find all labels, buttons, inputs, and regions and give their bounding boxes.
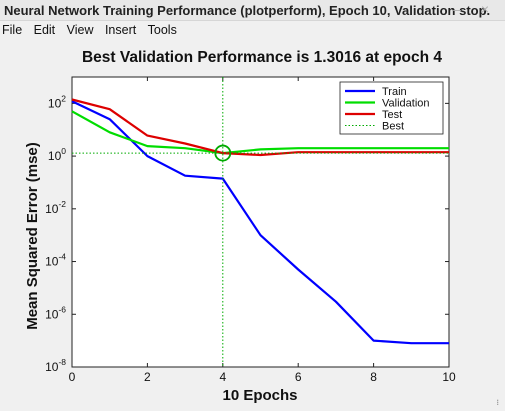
x-tick-label: 6 — [295, 370, 302, 384]
menu-insert[interactable]: Insert — [104, 23, 137, 37]
x-tick-label: 2 — [144, 370, 151, 384]
menu-file[interactable]: File — [2, 23, 23, 37]
legend-label-train: Train — [382, 86, 407, 98]
x-tick-label: 10 — [442, 370, 456, 384]
series-line-train — [71, 100, 449, 345]
close-icon[interactable]: × — [480, 1, 497, 17]
x-tick-label: 8 — [370, 370, 377, 384]
menu-tools[interactable]: Tools — [147, 23, 177, 37]
y-axis-label: Mean Squared Error (mse) — [24, 142, 41, 330]
y-tick-label: 102 — [48, 93, 66, 110]
best-circle-marker — [214, 144, 232, 162]
minimize-icon[interactable]: – — [453, 1, 469, 17]
legend-label-best: Best — [382, 121, 404, 133]
plot-title: Best Validation Performance is 1.3016 at… — [82, 49, 442, 66]
legend-label-test: Test — [382, 109, 402, 121]
y-tick-label: 10-2 — [45, 199, 66, 216]
x-tick-label: 4 — [219, 370, 226, 384]
resize-grip-icon[interactable]: ⁝ — [496, 398, 499, 407]
y-tick-label: 10-8 — [45, 357, 66, 374]
y-tick-label: 10-6 — [45, 304, 66, 321]
y-tick-label: 100 — [48, 146, 66, 163]
menu-bar: File Edit View Insert Tools — [0, 21, 505, 39]
window-controls: – × — [453, 1, 497, 17]
series-line-test — [71, 98, 449, 157]
menu-view[interactable]: View — [66, 23, 94, 37]
menu-edit[interactable]: Edit — [33, 23, 56, 37]
figure-panel: Best Validation Performance is 1.3016 at… — [0, 40, 505, 411]
series-lines — [71, 98, 449, 345]
legend-label-validation: Validation — [382, 98, 430, 110]
y-tick-label: 10-4 — [45, 252, 66, 269]
x-tick-label: 0 — [69, 370, 76, 384]
x-axis-label: 10 Epochs — [222, 387, 297, 404]
performance-chart: Best Validation Performance is 1.3016 at… — [24, 49, 456, 404]
window-title: Neural Network Training Performance (plo… — [4, 3, 491, 18]
best-markers — [72, 77, 449, 367]
window-titlebar: Neural Network Training Performance (plo… — [0, 0, 505, 21]
series-line-validation — [71, 110, 449, 155]
